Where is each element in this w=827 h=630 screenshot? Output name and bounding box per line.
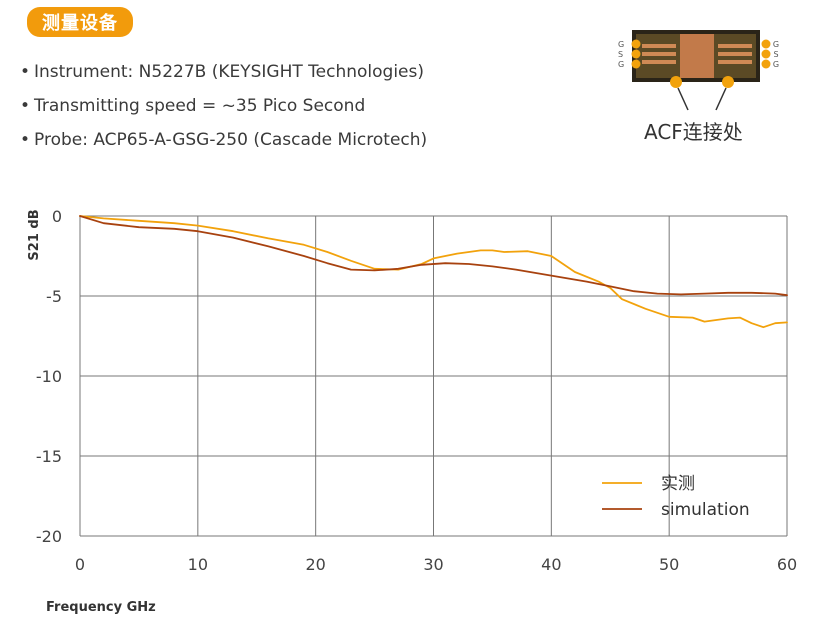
y-tick-label: -15 [36, 447, 62, 466]
contact-dot [631, 39, 641, 49]
y-tick-label: -5 [46, 287, 62, 306]
x-tick-label: 20 [305, 555, 325, 574]
y-tick-label: -10 [36, 367, 62, 386]
acf-point-right [722, 76, 734, 88]
spec-text: Transmitting speed = ~35 Pico Second [34, 96, 366, 116]
x-tick-label: 30 [423, 555, 443, 574]
spec-text: Probe: ACP65-A-GSG-250 (Cascade Microtec… [34, 130, 428, 150]
legend-label: 实测 [661, 474, 695, 494]
bullet-icon: • [20, 96, 31, 116]
acf-label: ACF连接处 [644, 120, 743, 144]
y-tick-label: 0 [52, 207, 62, 226]
probe-chip-image: G S G G S G [618, 30, 779, 111]
bullet-icon: • [20, 130, 31, 150]
spec-item: • Probe: ACP65-A-GSG-250 (Cascade Microte… [20, 123, 427, 157]
trace [718, 60, 752, 64]
x-tick-label: 60 [777, 555, 797, 574]
y-tick-label: -20 [36, 527, 62, 546]
section-badge: 测量设备 [27, 7, 133, 37]
contact-dot [761, 39, 771, 49]
x-tick-label: 40 [541, 555, 561, 574]
pad-letter-right: G [773, 40, 779, 49]
bullet-icon: • [20, 62, 31, 82]
pad-letter-right: S [773, 50, 778, 59]
trace [642, 44, 676, 48]
trace [718, 44, 752, 48]
x-tick-label: 0 [75, 555, 85, 574]
acf-pointer-left [677, 87, 689, 111]
acf-point-left [670, 76, 682, 88]
pad-letter-left: G [618, 60, 624, 69]
series-line [79, 215, 788, 329]
y-axis-label: S21 dB [27, 209, 42, 260]
contact-dot [631, 59, 641, 69]
spec-item: • Instrument: N5227B (KEYSIGHT Technologi… [20, 55, 427, 89]
trace [642, 52, 676, 56]
chip-center-pad [680, 34, 714, 78]
x-tick-label: 50 [659, 555, 679, 574]
spec-item: • Transmitting speed = ~35 Pico Second [20, 89, 427, 123]
contact-dot [761, 49, 771, 59]
pad-letter-right: G [773, 60, 779, 69]
x-axis-label: Frequency GHz [46, 600, 156, 615]
spec-text: Instrument: N5227B (KEYSIGHT Technologie… [34, 62, 425, 82]
section-badge-label: 测量设备 [42, 13, 118, 34]
trace [718, 52, 752, 56]
pad-letter-left: G [618, 40, 624, 49]
contact-dot [631, 49, 641, 59]
spec-list: • Instrument: N5227B (KEYSIGHT Technologi… [20, 55, 427, 157]
acf-pointer-right [715, 87, 727, 111]
series-line [79, 215, 788, 297]
pad-letter-left: S [618, 50, 623, 59]
legend-label: simulation [661, 500, 750, 520]
trace [642, 60, 676, 64]
x-tick-label: 10 [188, 555, 208, 574]
contact-dot [761, 59, 771, 69]
